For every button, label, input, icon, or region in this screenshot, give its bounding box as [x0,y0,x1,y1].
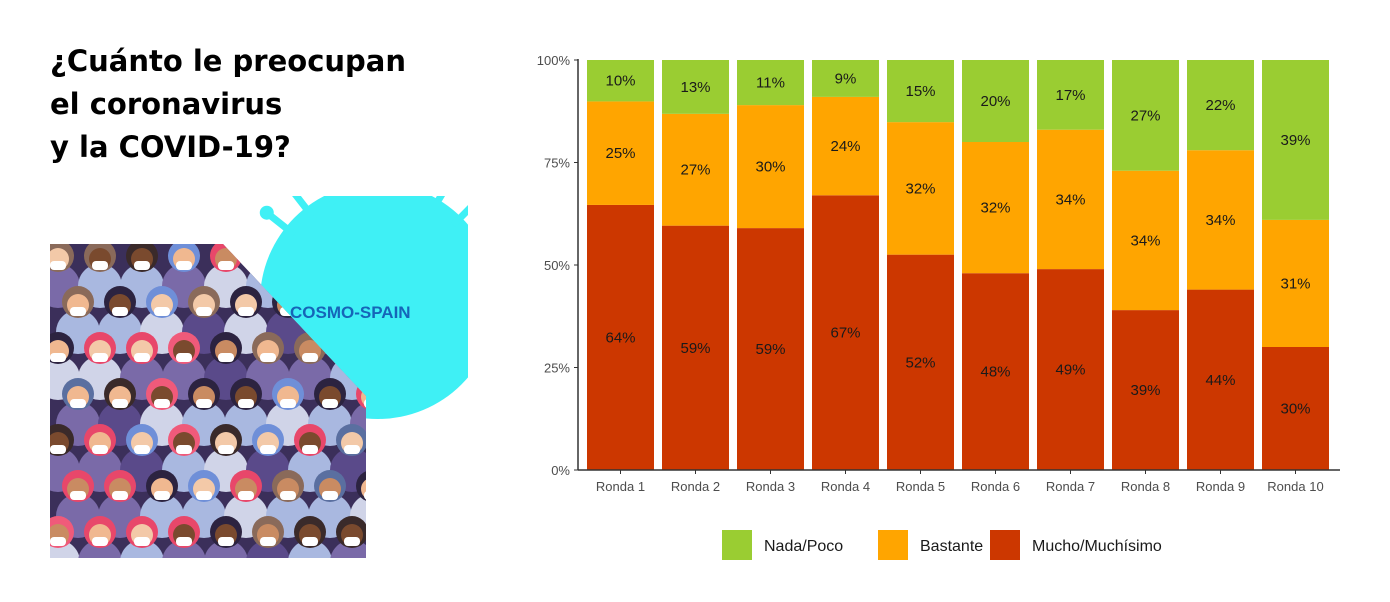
legend-swatch [878,530,908,560]
x-tick-label: Ronda 10 [1267,479,1323,494]
data-label: 10% [605,73,635,90]
title-line-3: y la COVID-19? [50,130,291,164]
data-label: 20% [980,93,1010,110]
data-label: 30% [755,159,785,176]
title-line-1: ¿Cuánto le preocupan [50,44,407,78]
data-label: 25% [605,145,635,162]
data-label: 22% [1205,97,1235,114]
page-title: ¿Cuánto le preocupan el coronavirus y la… [50,40,406,169]
bar-segment [737,105,804,229]
legend-swatch [722,530,752,560]
bar-segment [1187,60,1254,151]
data-label: 27% [680,162,710,179]
bar-segment [887,122,954,255]
bar-segment [737,228,804,470]
data-label: 64% [605,329,635,346]
x-tick-label: Ronda 2 [671,479,720,494]
x-tick-label: Ronda 8 [1121,479,1170,494]
bar-segment [887,254,954,470]
data-label: 17% [1055,87,1085,104]
data-label: 32% [980,200,1010,217]
bar-segment [1112,60,1179,171]
bar-segment [587,204,654,470]
bar-segment [1187,150,1254,290]
data-label: 31% [1280,275,1310,292]
bar-segment [587,60,654,102]
bar-segment [662,225,729,470]
bar-segment [887,60,954,123]
data-label: 34% [1130,232,1160,249]
legend-label: Bastante [920,538,983,555]
bar-segment [962,273,1029,470]
bar-segment [812,195,879,471]
data-label: 59% [680,340,710,357]
bar-segment [587,101,654,205]
data-label: 15% [905,83,935,100]
logo-text: COSMO-SPAIN [290,303,411,322]
bar-segment [662,113,729,226]
data-label: 32% [905,180,935,197]
x-tick-label: Ronda 5 [896,479,945,494]
bar-segment [812,60,879,97]
data-label: 59% [755,341,785,358]
y-tick-label: 100% [537,53,571,68]
data-label: 39% [1280,132,1310,149]
bar-segment [812,96,879,196]
data-label: 13% [680,79,710,96]
x-tick-label: Ronda 4 [821,479,870,494]
data-label: 11% [756,75,785,92]
data-label: 24% [830,138,860,155]
legend-label: Nada/Poco [764,538,843,555]
bar-segment [962,60,1029,142]
bar-segment [1112,170,1179,311]
y-tick-label: 50% [544,258,570,273]
bar-segment [737,60,804,106]
bar-segment [1037,60,1104,130]
y-tick-label: 75% [544,156,570,171]
x-tick-label: Ronda 6 [971,479,1020,494]
data-label: 67% [830,325,860,342]
bar-segment [1187,289,1254,470]
x-tick-label: Ronda 9 [1196,479,1245,494]
data-label: 39% [1130,382,1160,399]
legend-swatch [990,530,1020,560]
bar-segment [1262,219,1329,347]
x-tick-label: Ronda 7 [1046,479,1095,494]
data-label: 9% [835,70,857,87]
data-label: 44% [1205,372,1235,389]
bar-segment [1112,310,1179,470]
x-tick-label: Ronda 1 [596,479,645,494]
data-label: 27% [1130,107,1160,124]
bar-segment [1262,60,1329,220]
bar-segment [1037,129,1104,270]
y-tick-label: 25% [544,361,570,376]
data-label: 34% [1055,191,1085,208]
data-label: 34% [1205,212,1235,229]
y-tick-label: 0% [551,463,570,478]
data-label: 52% [905,354,935,371]
bar-segment [962,142,1029,274]
x-tick-label: Ronda 3 [746,479,795,494]
bar-segment [1037,269,1104,470]
cosmo-spain-illustration: COSMO-SPAIN [50,196,468,558]
bar-segment [662,60,729,114]
legend-label: Mucho/Muchísimo [1032,538,1162,555]
data-label: 49% [1055,362,1085,379]
title-line-2: el coronavirus [50,87,283,121]
bar-segment [1262,347,1329,470]
data-label: 30% [1280,401,1310,418]
data-label: 48% [980,364,1010,381]
